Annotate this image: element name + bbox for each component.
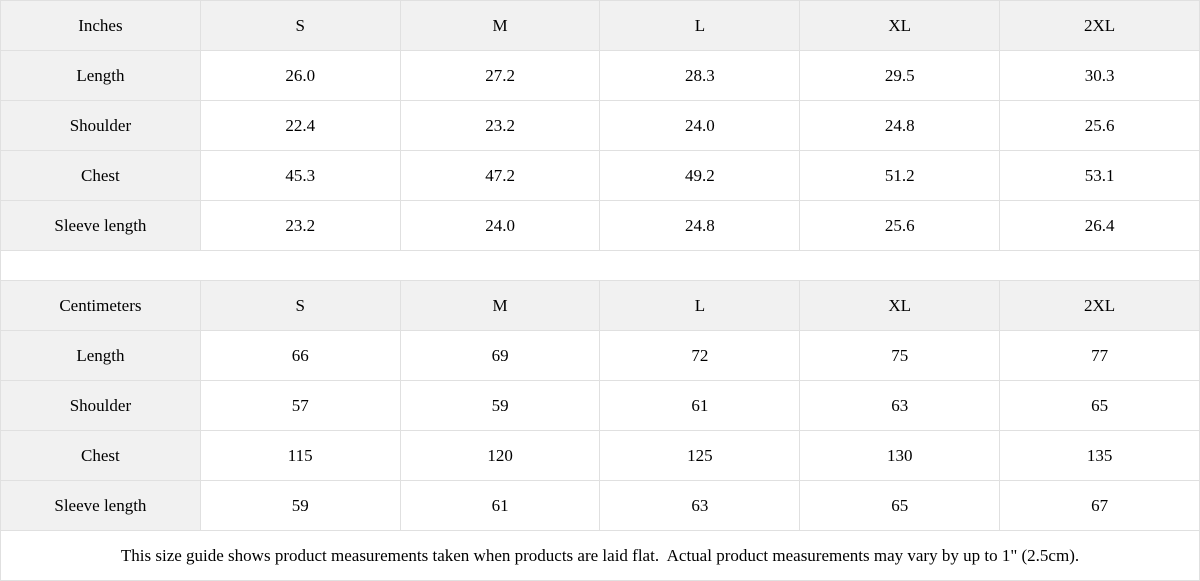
value-cell: 115 [199,430,401,481]
value-cell: 28.3 [599,50,801,101]
value-cell: 67 [999,480,1200,531]
centimeters-row-shoulder: Shoulder 57 59 61 63 65 [0,380,1200,431]
value-cell: 72 [599,330,801,381]
value-cell: 26.0 [199,50,401,101]
value-cell: 22.4 [199,100,401,151]
value-cell: 23.2 [399,100,601,151]
value-cell: 51.2 [799,150,1001,201]
value-cell: 26.4 [999,200,1200,251]
value-cell: 125 [599,430,801,481]
centimeters-unit-header: Centimeters [0,280,201,331]
inches-size-header-m: M [399,0,601,51]
inches-row-chest: Chest 45.3 47.2 49.2 51.2 53.1 [0,150,1200,201]
value-cell: 24.8 [599,200,801,251]
centimeters-header-row: Centimeters S M L XL 2XL [0,280,1200,331]
value-cell: 130 [799,430,1001,481]
value-cell: 63 [799,380,1001,431]
row-label: Length [0,50,201,101]
section-spacer-row [0,250,1200,281]
centimeters-row-sleeve-length: Sleeve length 59 61 63 65 67 [0,480,1200,531]
value-cell: 24.0 [399,200,601,251]
value-cell: 77 [999,330,1200,381]
value-cell: 24.0 [599,100,801,151]
value-cell: 61 [599,380,801,431]
value-cell: 66 [199,330,401,381]
value-cell: 47.2 [399,150,601,201]
inches-row-sleeve-length: Sleeve length 23.2 24.0 24.8 25.6 26.4 [0,200,1200,251]
value-cell: 49.2 [599,150,801,201]
inches-unit-header: Inches [0,0,201,51]
value-cell: 59 [399,380,601,431]
centimeters-size-header-l: L [599,280,801,331]
footnote-row: This size guide shows product measuremen… [0,530,1200,581]
value-cell: 57 [199,380,401,431]
row-label: Sleeve length [0,200,201,251]
value-cell: 61 [399,480,601,531]
inches-row-shoulder: Shoulder 22.4 23.2 24.0 24.8 25.6 [0,100,1200,151]
centimeters-size-header-m: M [399,280,601,331]
spacer-cell [0,250,1200,281]
value-cell: 69 [399,330,601,381]
value-cell: 65 [799,480,1001,531]
inches-size-header-2xl: 2XL [999,0,1200,51]
inches-size-header-xl: XL [799,0,1001,51]
value-cell: 120 [399,430,601,481]
value-cell: 23.2 [199,200,401,251]
value-cell: 59 [199,480,401,531]
row-label: Length [0,330,201,381]
value-cell: 53.1 [999,150,1200,201]
row-label: Sleeve length [0,480,201,531]
value-cell: 29.5 [799,50,1001,101]
value-cell: 25.6 [999,100,1200,151]
value-cell: 24.8 [799,100,1001,151]
centimeters-size-header-xl: XL [799,280,1001,331]
row-label: Shoulder [0,380,201,431]
value-cell: 65 [999,380,1200,431]
value-cell: 45.3 [199,150,401,201]
centimeters-row-length: Length 66 69 72 75 77 [0,330,1200,381]
value-cell: 75 [799,330,1001,381]
inches-size-header-l: L [599,0,801,51]
value-cell: 25.6 [799,200,1001,251]
inches-size-header-s: S [199,0,401,51]
centimeters-row-chest: Chest 115 120 125 130 135 [0,430,1200,481]
row-label: Chest [0,150,201,201]
value-cell: 135 [999,430,1200,481]
row-label: Shoulder [0,100,201,151]
centimeters-size-header-s: S [199,280,401,331]
inches-row-length: Length 26.0 27.2 28.3 29.5 30.3 [0,50,1200,101]
centimeters-size-header-2xl: 2XL [999,280,1200,331]
value-cell: 30.3 [999,50,1200,101]
value-cell: 63 [599,480,801,531]
footnote-text: This size guide shows product measuremen… [0,530,1200,581]
row-label: Chest [0,430,201,481]
value-cell: 27.2 [399,50,601,101]
inches-header-row: Inches S M L XL 2XL [0,0,1200,51]
